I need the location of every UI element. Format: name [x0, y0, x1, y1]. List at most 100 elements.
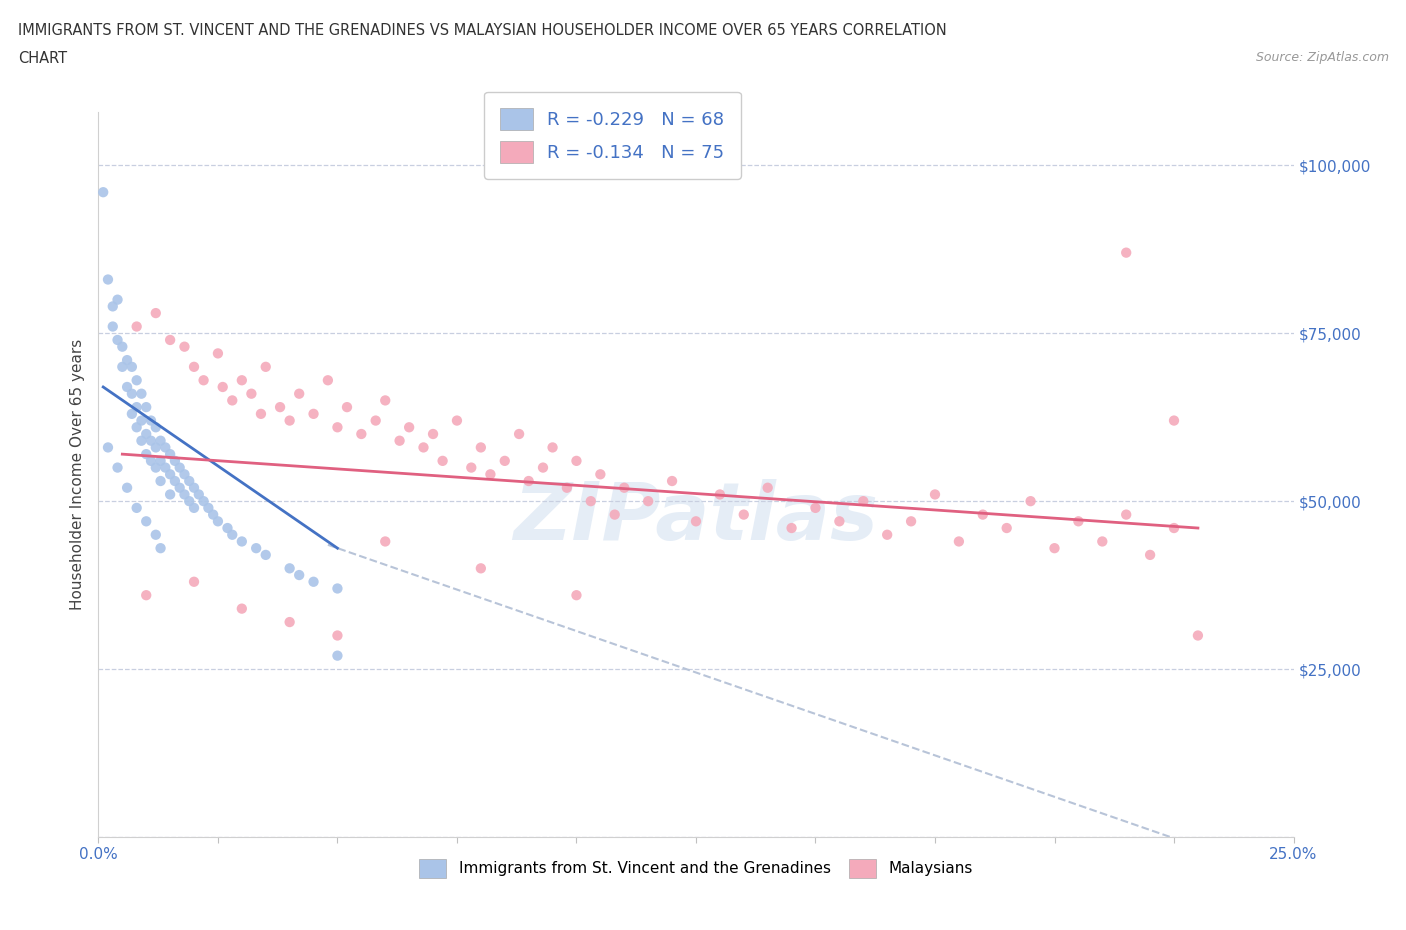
- Point: [183, 500, 205, 515]
- Point: [288, 386, 311, 401]
- Point: [432, 454, 454, 469]
- Y-axis label: Householder Income Over 65 years: Householder Income Over 65 years: [70, 339, 86, 610]
- Point: [494, 454, 516, 469]
- Point: [159, 467, 181, 482]
- Point: [193, 373, 215, 388]
- Point: [183, 480, 205, 495]
- Point: [221, 527, 243, 542]
- Point: [125, 319, 148, 334]
- Point: [111, 359, 134, 374]
- Point: [101, 299, 124, 313]
- Point: [579, 494, 602, 509]
- Point: [207, 514, 229, 529]
- Point: [131, 386, 153, 401]
- Point: [125, 500, 148, 515]
- Point: [135, 514, 157, 529]
- Point: [1139, 548, 1161, 563]
- Point: [1163, 521, 1185, 536]
- Point: [517, 473, 540, 488]
- Point: [336, 400, 359, 415]
- Point: [107, 333, 129, 348]
- Point: [173, 487, 195, 502]
- Legend: Immigrants from St. Vincent and the Grenadines, Malaysians: Immigrants from St. Vincent and the Gren…: [413, 853, 979, 884]
- Point: [115, 480, 138, 495]
- Point: [565, 454, 588, 469]
- Point: [231, 373, 253, 388]
- Point: [107, 460, 129, 475]
- Point: [995, 521, 1018, 536]
- Point: [221, 393, 243, 408]
- Point: [531, 460, 554, 475]
- Point: [231, 601, 253, 616]
- Point: [302, 406, 325, 421]
- Point: [121, 386, 143, 401]
- Point: [149, 473, 172, 488]
- Point: [972, 507, 994, 522]
- Point: [149, 540, 172, 555]
- Point: [900, 514, 922, 529]
- Text: Source: ZipAtlas.com: Source: ZipAtlas.com: [1256, 51, 1389, 64]
- Point: [155, 460, 177, 475]
- Point: [121, 406, 143, 421]
- Point: [541, 440, 564, 455]
- Point: [187, 487, 209, 502]
- Point: [876, 527, 898, 542]
- Point: [97, 440, 120, 455]
- Point: [364, 413, 387, 428]
- Point: [139, 454, 162, 469]
- Point: [398, 419, 420, 434]
- Point: [159, 487, 181, 502]
- Point: [326, 419, 349, 434]
- Point: [107, 292, 129, 307]
- Point: [169, 460, 191, 475]
- Point: [125, 400, 148, 415]
- Point: [269, 400, 291, 415]
- Point: [709, 487, 731, 502]
- Point: [245, 540, 267, 555]
- Point: [374, 393, 396, 408]
- Text: ZIPatlas: ZIPatlas: [513, 479, 879, 557]
- Point: [1067, 514, 1090, 529]
- Point: [565, 588, 588, 603]
- Point: [145, 527, 167, 542]
- Point: [145, 440, 167, 455]
- Point: [350, 427, 373, 442]
- Point: [460, 460, 482, 475]
- Point: [145, 306, 167, 321]
- Point: [155, 440, 177, 455]
- Point: [470, 561, 492, 576]
- Point: [169, 480, 191, 495]
- Point: [179, 494, 201, 509]
- Point: [288, 567, 311, 582]
- Point: [97, 272, 120, 287]
- Point: [173, 339, 195, 354]
- Point: [183, 575, 205, 590]
- Point: [661, 473, 683, 488]
- Point: [388, 433, 411, 448]
- Point: [125, 373, 148, 388]
- Point: [1019, 494, 1042, 509]
- Point: [250, 406, 273, 421]
- Point: [828, 514, 851, 529]
- Point: [115, 379, 138, 394]
- Point: [780, 521, 803, 536]
- Point: [131, 413, 153, 428]
- Point: [804, 500, 827, 515]
- Point: [1115, 246, 1137, 260]
- Point: [125, 419, 148, 434]
- Point: [135, 446, 157, 461]
- Point: [163, 473, 186, 488]
- Point: [278, 615, 301, 630]
- Point: [924, 487, 946, 502]
- Point: [446, 413, 468, 428]
- Point: [159, 333, 181, 348]
- Point: [240, 386, 263, 401]
- Point: [159, 446, 181, 461]
- Point: [326, 581, 349, 596]
- Point: [756, 480, 779, 495]
- Point: [637, 494, 659, 509]
- Point: [479, 467, 502, 482]
- Point: [733, 507, 755, 522]
- Point: [316, 373, 339, 388]
- Point: [111, 339, 134, 354]
